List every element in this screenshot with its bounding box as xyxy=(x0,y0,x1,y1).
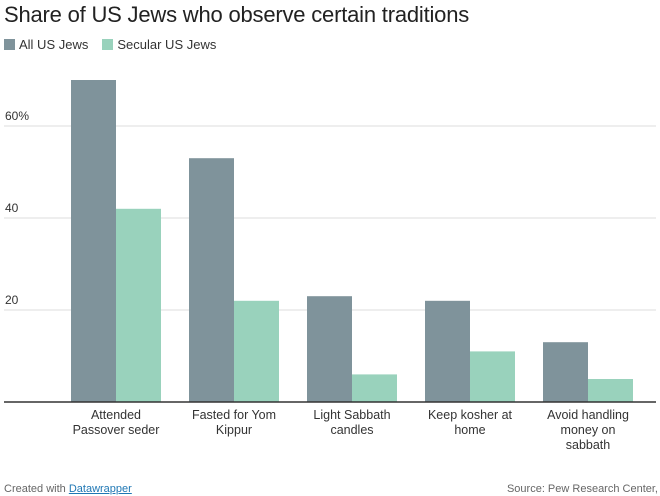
legend-label-secular-us-jews: Secular US Jews xyxy=(117,37,217,52)
footer-created-prefix: Created with xyxy=(4,483,66,495)
footer-credit: Created with Datawrapper xyxy=(4,483,132,495)
bar-secular-0 xyxy=(116,208,161,402)
category-label-3-line-0: Keep kosher at xyxy=(428,408,513,422)
legend-swatch-all-us-jews xyxy=(4,39,15,50)
category-label-1-line-1: Kippur xyxy=(216,423,252,437)
bar-all-2 xyxy=(307,296,352,402)
category-label-4-line-2: sabbath xyxy=(566,438,611,452)
legend: All US Jews Secular US Jews xyxy=(4,37,216,52)
y-tick-label-60: 60% xyxy=(5,109,29,123)
legend-label-all-us-jews: All US Jews xyxy=(19,37,89,52)
y-tick-label-20: 20 xyxy=(5,293,19,307)
category-label-4-line-1: money on xyxy=(561,423,616,437)
bar-all-4 xyxy=(543,342,588,402)
bar-secular-4 xyxy=(588,379,633,402)
bar-secular-2 xyxy=(352,374,397,402)
category-label-2-line-1: candles xyxy=(330,423,373,437)
bar-all-0 xyxy=(71,80,116,402)
chart-title: Share of US Jews who observe certain tra… xyxy=(4,2,470,27)
legend-swatch-secular-us-jews xyxy=(102,39,114,50)
category-label-2-line-0: Light Sabbath xyxy=(313,408,390,422)
category-label-4-line-0: Avoid handling xyxy=(547,408,629,422)
category-label-0-line-0: Attended xyxy=(91,408,141,422)
footer-source: Source: Pew Research Center, xyxy=(506,483,658,495)
datawrapper-link[interactable]: Datawrapper xyxy=(68,483,132,495)
y-tick-label-40: 40 xyxy=(5,201,19,215)
legend-item-secular-us-jews: Secular US Jews xyxy=(102,37,216,52)
bar-all-3 xyxy=(425,300,470,402)
category-label-3-line-1: home xyxy=(454,423,485,437)
bar-secular-1 xyxy=(234,300,279,402)
bar-all-1 xyxy=(189,158,234,402)
legend-item-all-us-jews: All US Jews xyxy=(4,37,88,52)
category-label-0-line-1: Passover seder xyxy=(73,423,160,437)
bar-secular-3 xyxy=(470,351,515,402)
category-label-1-line-0: Fasted for Yom xyxy=(192,408,276,422)
